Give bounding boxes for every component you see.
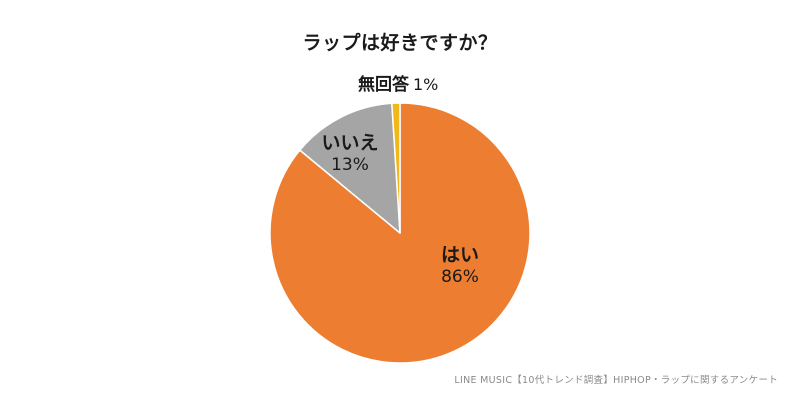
chart-title: ラップは好きですか？: [302, 32, 498, 54]
pie-slice-no: [299, 102, 401, 234]
slice-label-no-answer-name: 無回答: [358, 75, 409, 95]
slice-label-no-answer: 無回答 1%: [358, 75, 438, 95]
slice-label-yes-name: はい: [440, 244, 479, 266]
slice-label-yes: はい 86%: [420, 244, 500, 287]
slice-label-no-value: 13%: [331, 154, 369, 175]
pie-slice-no-answer: [391, 102, 401, 234]
source-note: LINE MUSIC【10代トレンド調査】HIPHOP・ラップに関するアンケート: [454, 375, 778, 386]
slice-label-no-name: いいえ: [321, 132, 379, 154]
slice-label-no: いいえ 13%: [310, 132, 390, 175]
slice-label-yes-value: 86%: [441, 266, 479, 287]
slice-label-no-answer-value: 1%: [413, 75, 439, 94]
